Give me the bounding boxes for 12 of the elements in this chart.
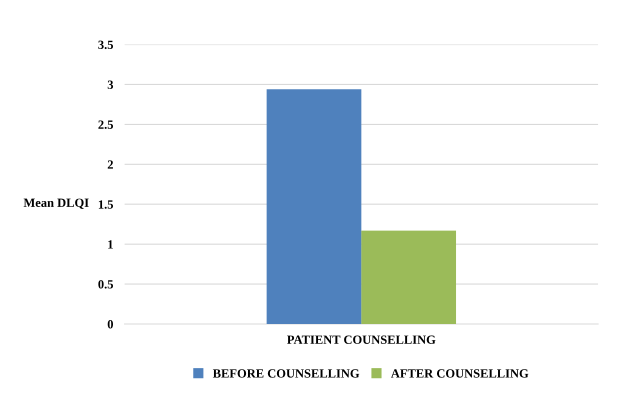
y-tick-label: 0.5 [98,280,114,289]
legend-label: AFTER COUNSELLING [390,369,528,378]
y-tick-label: 0 [108,320,114,328]
y-tick-label: 1.5 [98,200,114,209]
y-tick-label: 1 [108,240,113,248]
y-axis-title: Mean DLQI [24,198,89,209]
x-tick-label: PATIENT COUNSELLING [287,336,436,344]
y-tick-label: 3.5 [98,40,114,50]
y-tick-label: 2 [108,160,113,169]
y-tick-label: 3 [108,80,114,89]
y-tick-label: 2.5 [98,120,114,129]
legend-label: BEFORE COUNSELLING [212,369,360,378]
